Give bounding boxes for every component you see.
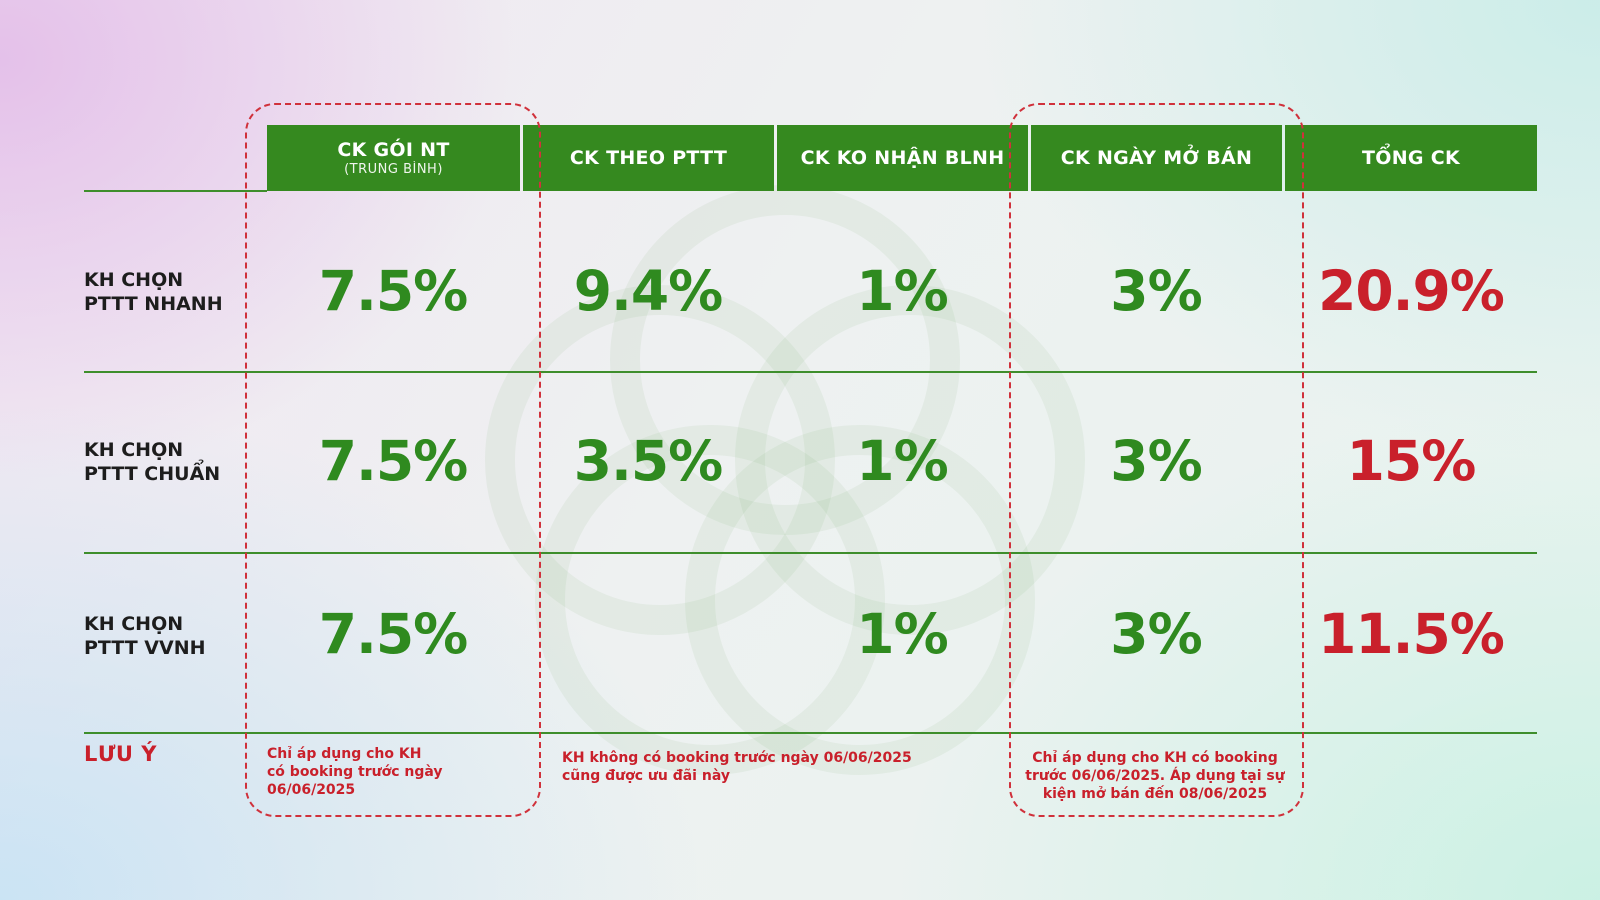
total-value-cell: 15% — [1346, 429, 1477, 493]
total-value-cell: 20.9% — [1318, 259, 1505, 323]
header-rule — [84, 190, 267, 192]
note-label: LƯU Ý — [84, 742, 157, 766]
column-header-ck-ko-nhan-blnh: CK KO NHẬN BLNH — [777, 125, 1028, 191]
value-cell — [521, 594, 775, 674]
value-cell: 3.5% — [573, 429, 724, 493]
column-header-ck-ngay-mo-ban: CK NGÀY MỞ BÁN — [1031, 125, 1282, 191]
value-cell: 1% — [856, 259, 948, 323]
column-header-ck-theo-pttt: CK THEO PTTT — [523, 125, 774, 191]
column-header-title: CK GÓI NT — [337, 139, 450, 161]
column-header-title: CK KO NHẬN BLNH — [800, 147, 1005, 169]
total-value-cell: 11.5% — [1318, 602, 1505, 666]
value-cell: 7.5% — [318, 429, 469, 493]
value-cell: 3% — [1110, 259, 1202, 323]
value-cell: 7.5% — [318, 602, 469, 666]
row-label-pttt-chuan: KH CHỌN PTTT CHUẨN — [84, 439, 221, 485]
value-cell: 1% — [856, 429, 948, 493]
value-cell: 1% — [856, 602, 948, 666]
column-header-title: CK NGÀY MỞ BÁN — [1060, 147, 1253, 169]
note-theo-pttt: KH không có booking trước ngày 06/06/202… — [562, 750, 912, 784]
value-cell: 3% — [1110, 602, 1202, 666]
value-cell: 9.4% — [573, 259, 724, 323]
column-header-subtitle: (TRUNG BÌNH) — [344, 162, 443, 177]
column-header-ck-goi-nt: CK GÓI NT (TRUNG BÌNH) — [267, 125, 520, 191]
row-label-pttt-vvnh: KH CHỌN PTTT VVNH — [84, 613, 206, 659]
row-divider — [84, 371, 1537, 373]
row-divider — [84, 732, 1537, 734]
row-label-pttt-nhanh: KH CHỌN PTTT NHANH — [84, 269, 223, 315]
note-goi-nt: Chỉ áp dụng cho KH có booking trước ngày… — [267, 746, 443, 798]
column-header-title: CK THEO PTTT — [569, 147, 728, 169]
value-cell: 3% — [1110, 429, 1202, 493]
row-divider — [84, 552, 1537, 554]
value-cell: 7.5% — [318, 259, 469, 323]
column-header-tong-ck: TỔNG CK — [1285, 125, 1537, 191]
column-header-title: TỔNG CK — [1362, 147, 1460, 169]
note-ngay-mo-ban: Chỉ áp dụng cho KH có booking trước 06/0… — [1025, 750, 1285, 802]
